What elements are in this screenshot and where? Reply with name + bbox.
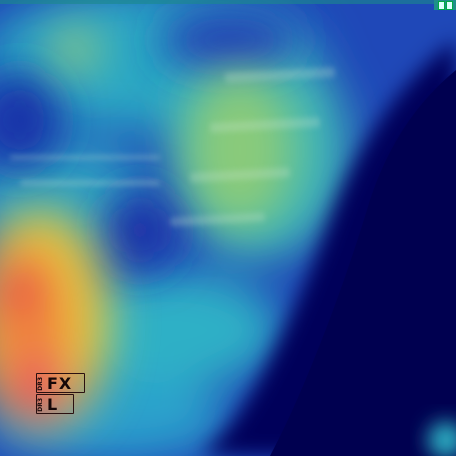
marker-small-label: DR3: [37, 376, 44, 391]
marker-big-label: FX: [47, 374, 73, 393]
marker-frame-top: [36, 373, 85, 393]
lead-marker-fx: DR3 FX: [37, 374, 73, 393]
marker-frame-bottom: [36, 394, 74, 414]
lead-marker-l: DR3 L: [37, 395, 59, 414]
marker-big-label: L: [47, 395, 59, 414]
corner-tag-icon: [434, 0, 456, 10]
marker-small-label: DR3: [37, 397, 44, 412]
